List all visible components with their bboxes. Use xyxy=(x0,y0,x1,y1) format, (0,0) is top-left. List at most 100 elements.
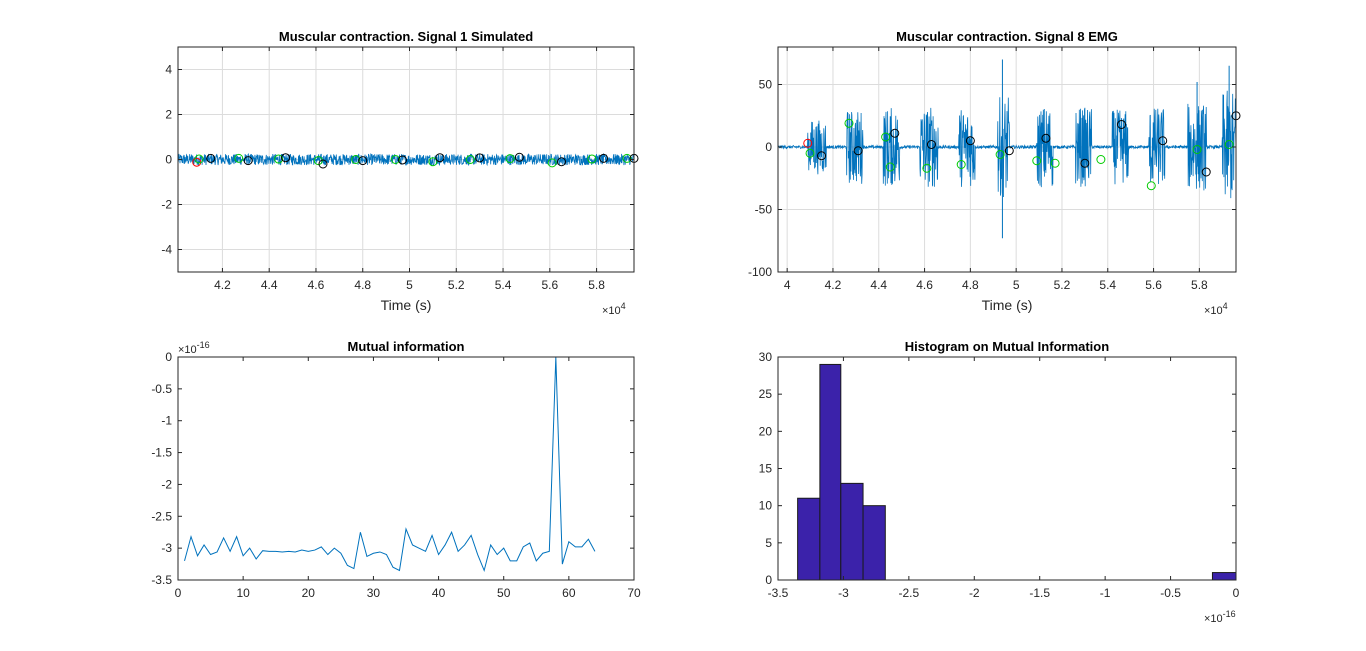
signal-trace xyxy=(778,90,1236,199)
marker-circle xyxy=(853,146,863,156)
marker-circle xyxy=(1158,136,1168,146)
y-tick-label: 0 xyxy=(165,153,172,167)
marker-circle xyxy=(1201,167,1211,177)
x-tick-label: 4.8 xyxy=(354,278,371,292)
marker-circle xyxy=(922,163,932,173)
y-tick-label: -2 xyxy=(161,477,172,491)
marker-circle xyxy=(514,152,524,162)
y-tick-label: 30 xyxy=(759,350,773,364)
marker-circle xyxy=(206,153,216,163)
y-tick-label: 15 xyxy=(759,462,773,476)
series-line xyxy=(184,357,596,573)
marker-circle xyxy=(351,155,361,164)
y-tick-label: 4 xyxy=(165,63,172,77)
x-tick-label: 0 xyxy=(1233,586,1240,600)
x-tick-label: 5.4 xyxy=(495,278,512,292)
chart-title: Muscular contraction. Signal 8 EMG xyxy=(896,29,1118,44)
marker-circle xyxy=(890,128,900,138)
marker-circle xyxy=(318,159,328,169)
marker-circle xyxy=(881,132,891,142)
marker-circle xyxy=(1004,146,1014,156)
signal-trace xyxy=(178,152,634,167)
x-tick-label: 50 xyxy=(497,586,511,600)
marker-circle xyxy=(1192,145,1202,154)
marker-circle xyxy=(1096,155,1106,164)
plot-content xyxy=(184,357,596,573)
histogram-bar xyxy=(862,505,886,580)
marker-circle xyxy=(622,153,632,163)
histogram-bar xyxy=(797,497,821,580)
y-tick-label: -0.5 xyxy=(151,382,172,396)
marker-circle xyxy=(995,150,1005,159)
x-tick-label: -1 xyxy=(1100,586,1111,600)
y-tick-label: 25 xyxy=(759,387,773,401)
y-tick-label: -100 xyxy=(748,265,772,279)
marker-circle xyxy=(390,155,400,164)
marker-circle xyxy=(281,153,291,163)
x-tick-label: -3 xyxy=(838,586,849,600)
y-tick-label: 5 xyxy=(765,536,772,550)
x-tick-label: 30 xyxy=(367,586,381,600)
x-exponent-label: ×104 xyxy=(1204,301,1228,317)
histogram-bar xyxy=(1211,572,1236,580)
marker-circle xyxy=(234,153,244,163)
x-tick-label: 4.2 xyxy=(825,278,842,292)
plot-content xyxy=(778,59,1236,239)
marker-circle xyxy=(803,138,813,148)
marker-circle xyxy=(274,154,284,164)
marker-circle xyxy=(885,162,895,172)
x-tick-label: 5.2 xyxy=(1054,278,1071,292)
x-tick-label: 0 xyxy=(175,586,182,600)
marker-circle xyxy=(547,158,557,168)
x-tick-label: -0.5 xyxy=(1160,586,1181,600)
x-tick-label: 5 xyxy=(406,278,413,292)
marker-circle xyxy=(965,136,975,146)
y-tick-label: 0 xyxy=(165,350,172,364)
marker-circle xyxy=(956,160,966,169)
y-tick-label: 2 xyxy=(165,108,172,122)
x-tick-label: 5.6 xyxy=(541,278,558,292)
marker-circle xyxy=(475,153,485,163)
y-tick-label: -3 xyxy=(161,541,172,555)
y-tick-label: -2.5 xyxy=(151,509,172,523)
x-tick-label: 4.6 xyxy=(916,278,933,292)
x-axis-label: Time (s) xyxy=(982,297,1033,313)
marker-circle xyxy=(587,154,597,164)
plot-area xyxy=(178,357,634,580)
chart-3: 0 10 20 30 40 50 60 70 -3.5 -3 -2.5 -2 -1.5 -1 -0.5 0 Mu… xyxy=(151,339,641,600)
marker-circle xyxy=(465,155,475,164)
marker-circle xyxy=(817,151,827,161)
marker-circle xyxy=(844,118,854,128)
x-tick-label: 5.4 xyxy=(1099,278,1116,292)
marker-circle xyxy=(1117,120,1126,129)
marker-circle xyxy=(243,156,253,166)
chart-4: -3.5 -3 -2.5 -2 -1.5 -1 -0.5 0 0 5 10 15 20 25 30 Histo… xyxy=(759,339,1240,625)
x-tick-label: 4 xyxy=(784,278,791,292)
y-tick-label: 20 xyxy=(759,424,773,438)
y-tick-label: -4 xyxy=(161,243,172,257)
chart-2: 4 4.2 4.4 4.6 4.8 5 5.2 5.4 5.6 5.8 -100 -50 0 50 Musc… xyxy=(748,29,1241,317)
x-tick-label: 40 xyxy=(432,586,446,600)
y-tick-label: -1 xyxy=(161,414,172,428)
marker-circle xyxy=(435,153,445,163)
marker-circle xyxy=(505,154,515,164)
y-tick-label: 0 xyxy=(765,140,772,154)
marker-circle xyxy=(194,154,204,164)
marker-circle xyxy=(599,153,609,163)
axes-box xyxy=(177,356,635,581)
marker-circle xyxy=(926,140,936,149)
marker-circle xyxy=(1080,158,1090,168)
marker-circle xyxy=(192,157,202,167)
marker-circle xyxy=(428,157,438,167)
plot-content xyxy=(178,152,634,167)
marker-circle xyxy=(1041,133,1051,143)
x-tick-label: -2 xyxy=(969,586,980,600)
y-tick-label: -3.5 xyxy=(151,573,172,587)
marker-circle xyxy=(1146,181,1156,191)
chart-1: 4.2 4.4 4.6 4.8 5 5.2 5.4 5.6 5.8 -4 -2 0 2 4 Muscular… xyxy=(161,29,639,317)
x-tick-label: 5.8 xyxy=(1191,278,1208,292)
x-tick-label: 10 xyxy=(236,586,250,600)
y-exponent-label: ×10-16 xyxy=(178,340,210,356)
chart-title: Muscular contraction. Signal 1 Simulated xyxy=(279,29,533,44)
